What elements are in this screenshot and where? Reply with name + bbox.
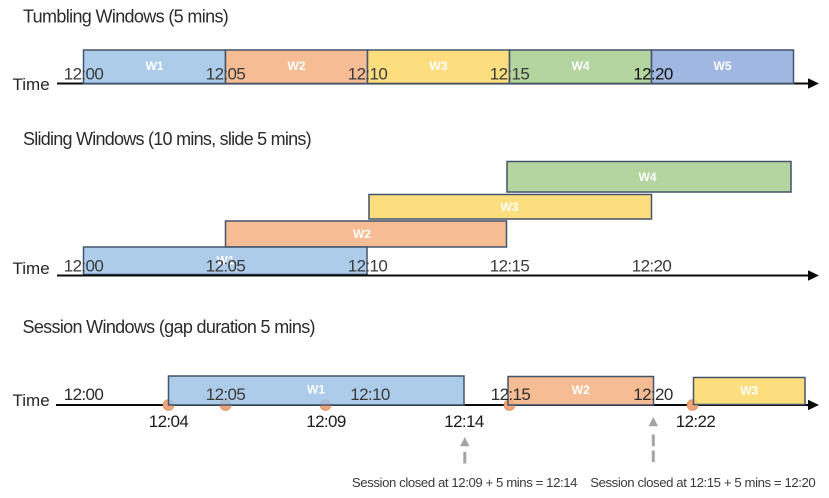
svg-text:W3: W3 xyxy=(740,384,758,398)
svg-text:W4: W4 xyxy=(639,170,657,184)
svg-text:12:05: 12:05 xyxy=(206,385,246,404)
svg-text:12:20: 12:20 xyxy=(632,257,672,276)
svg-text:W2: W2 xyxy=(353,227,371,241)
svg-text:12:10: 12:10 xyxy=(348,257,388,276)
svg-text:Sliding Windows (10 mins, slid: Sliding Windows (10 mins, slide 5 mins) xyxy=(23,129,311,149)
svg-text:W2: W2 xyxy=(288,59,306,73)
svg-text:12:22: 12:22 xyxy=(676,412,716,431)
svg-text:Session closed at 12:15 + 5 mi: Session closed at 12:15 + 5 mins = 12:20 xyxy=(590,475,815,490)
svg-text:W3: W3 xyxy=(501,200,519,214)
svg-text:12:09: 12:09 xyxy=(306,412,346,431)
svg-text:Session Windows (gap duration: Session Windows (gap duration 5 mins) xyxy=(23,317,315,337)
svg-text:W2: W2 xyxy=(572,383,590,397)
svg-text:12:00: 12:00 xyxy=(64,257,104,276)
svg-text:W1: W1 xyxy=(217,254,235,268)
svg-text:W3: W3 xyxy=(430,59,448,73)
svg-text:Time: Time xyxy=(13,391,50,410)
svg-text:Time: Time xyxy=(13,259,50,278)
svg-text:W1: W1 xyxy=(146,59,164,73)
svg-text:Time: Time xyxy=(13,75,50,94)
svg-text:12:10: 12:10 xyxy=(348,65,388,84)
svg-text:12:00: 12:00 xyxy=(64,65,104,84)
svg-text:W5: W5 xyxy=(714,59,732,73)
svg-text:Session closed at 12:09 + 5 mi: Session closed at 12:09 + 5 mins = 12:14 xyxy=(352,475,577,490)
svg-text:12:14: 12:14 xyxy=(444,412,484,431)
svg-text:12:10: 12:10 xyxy=(350,385,390,404)
svg-text:12:00: 12:00 xyxy=(64,385,104,404)
svg-text:W4: W4 xyxy=(572,59,590,73)
svg-text:12:15: 12:15 xyxy=(490,257,530,276)
svg-text:12:20: 12:20 xyxy=(633,385,673,404)
svg-text:12:05: 12:05 xyxy=(206,257,246,276)
svg-text:12:20: 12:20 xyxy=(633,65,673,84)
svg-text:Tumbling Windows (5 mins): Tumbling Windows (5 mins) xyxy=(23,7,228,27)
svg-text:12:04: 12:04 xyxy=(149,412,189,431)
svg-text:12:05: 12:05 xyxy=(206,65,246,84)
svg-text:12:15: 12:15 xyxy=(491,385,531,404)
svg-text:12:15: 12:15 xyxy=(490,65,530,84)
svg-text:W1: W1 xyxy=(307,382,325,396)
